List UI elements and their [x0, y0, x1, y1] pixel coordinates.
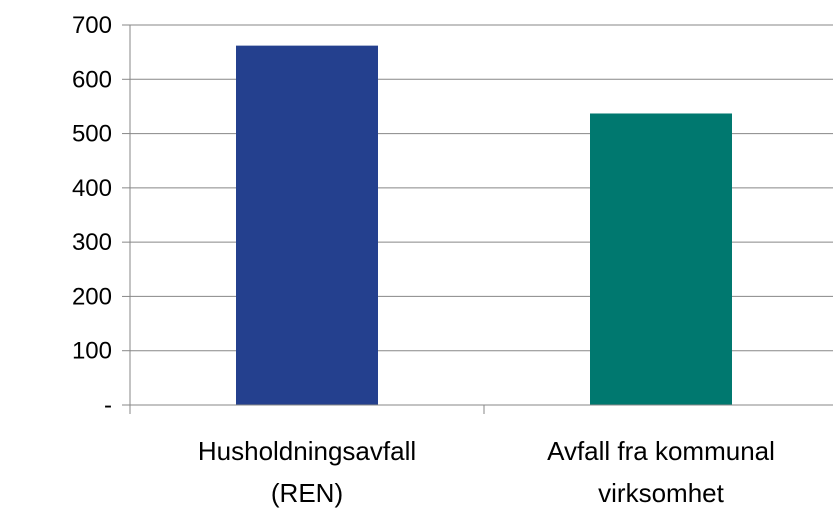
y-tick-label: 700	[72, 12, 112, 39]
x-tick-labels: Husholdningsavfall (REN) Avfall fra kommun…	[198, 436, 775, 508]
category-label-line: virksomhet	[598, 478, 724, 508]
category-label-line: Avfall fra kommunal	[547, 436, 775, 466]
bars	[236, 45, 732, 405]
category-label-line: Husholdningsavfall	[198, 436, 416, 466]
bar-2	[590, 113, 732, 405]
y-tick-label: 300	[72, 229, 112, 256]
category-label-line: (REN)	[271, 478, 343, 508]
y-tick-label: 500	[72, 121, 112, 148]
category-label: Husholdningsavfall (REN)	[198, 436, 416, 508]
y-tick-label: 100	[72, 338, 112, 365]
bar-1	[236, 45, 378, 405]
axes	[122, 24, 833, 414]
y-tick-label: 600	[72, 66, 112, 93]
y-tick-label: 200	[72, 283, 112, 310]
y-tick-label: -	[104, 392, 112, 419]
y-tick-label: 400	[72, 175, 112, 202]
category-label: Avfall fra kommunal virksomhet	[547, 436, 775, 508]
y-tick-labels: - 100 200 300 400 500 600 700	[72, 12, 112, 419]
